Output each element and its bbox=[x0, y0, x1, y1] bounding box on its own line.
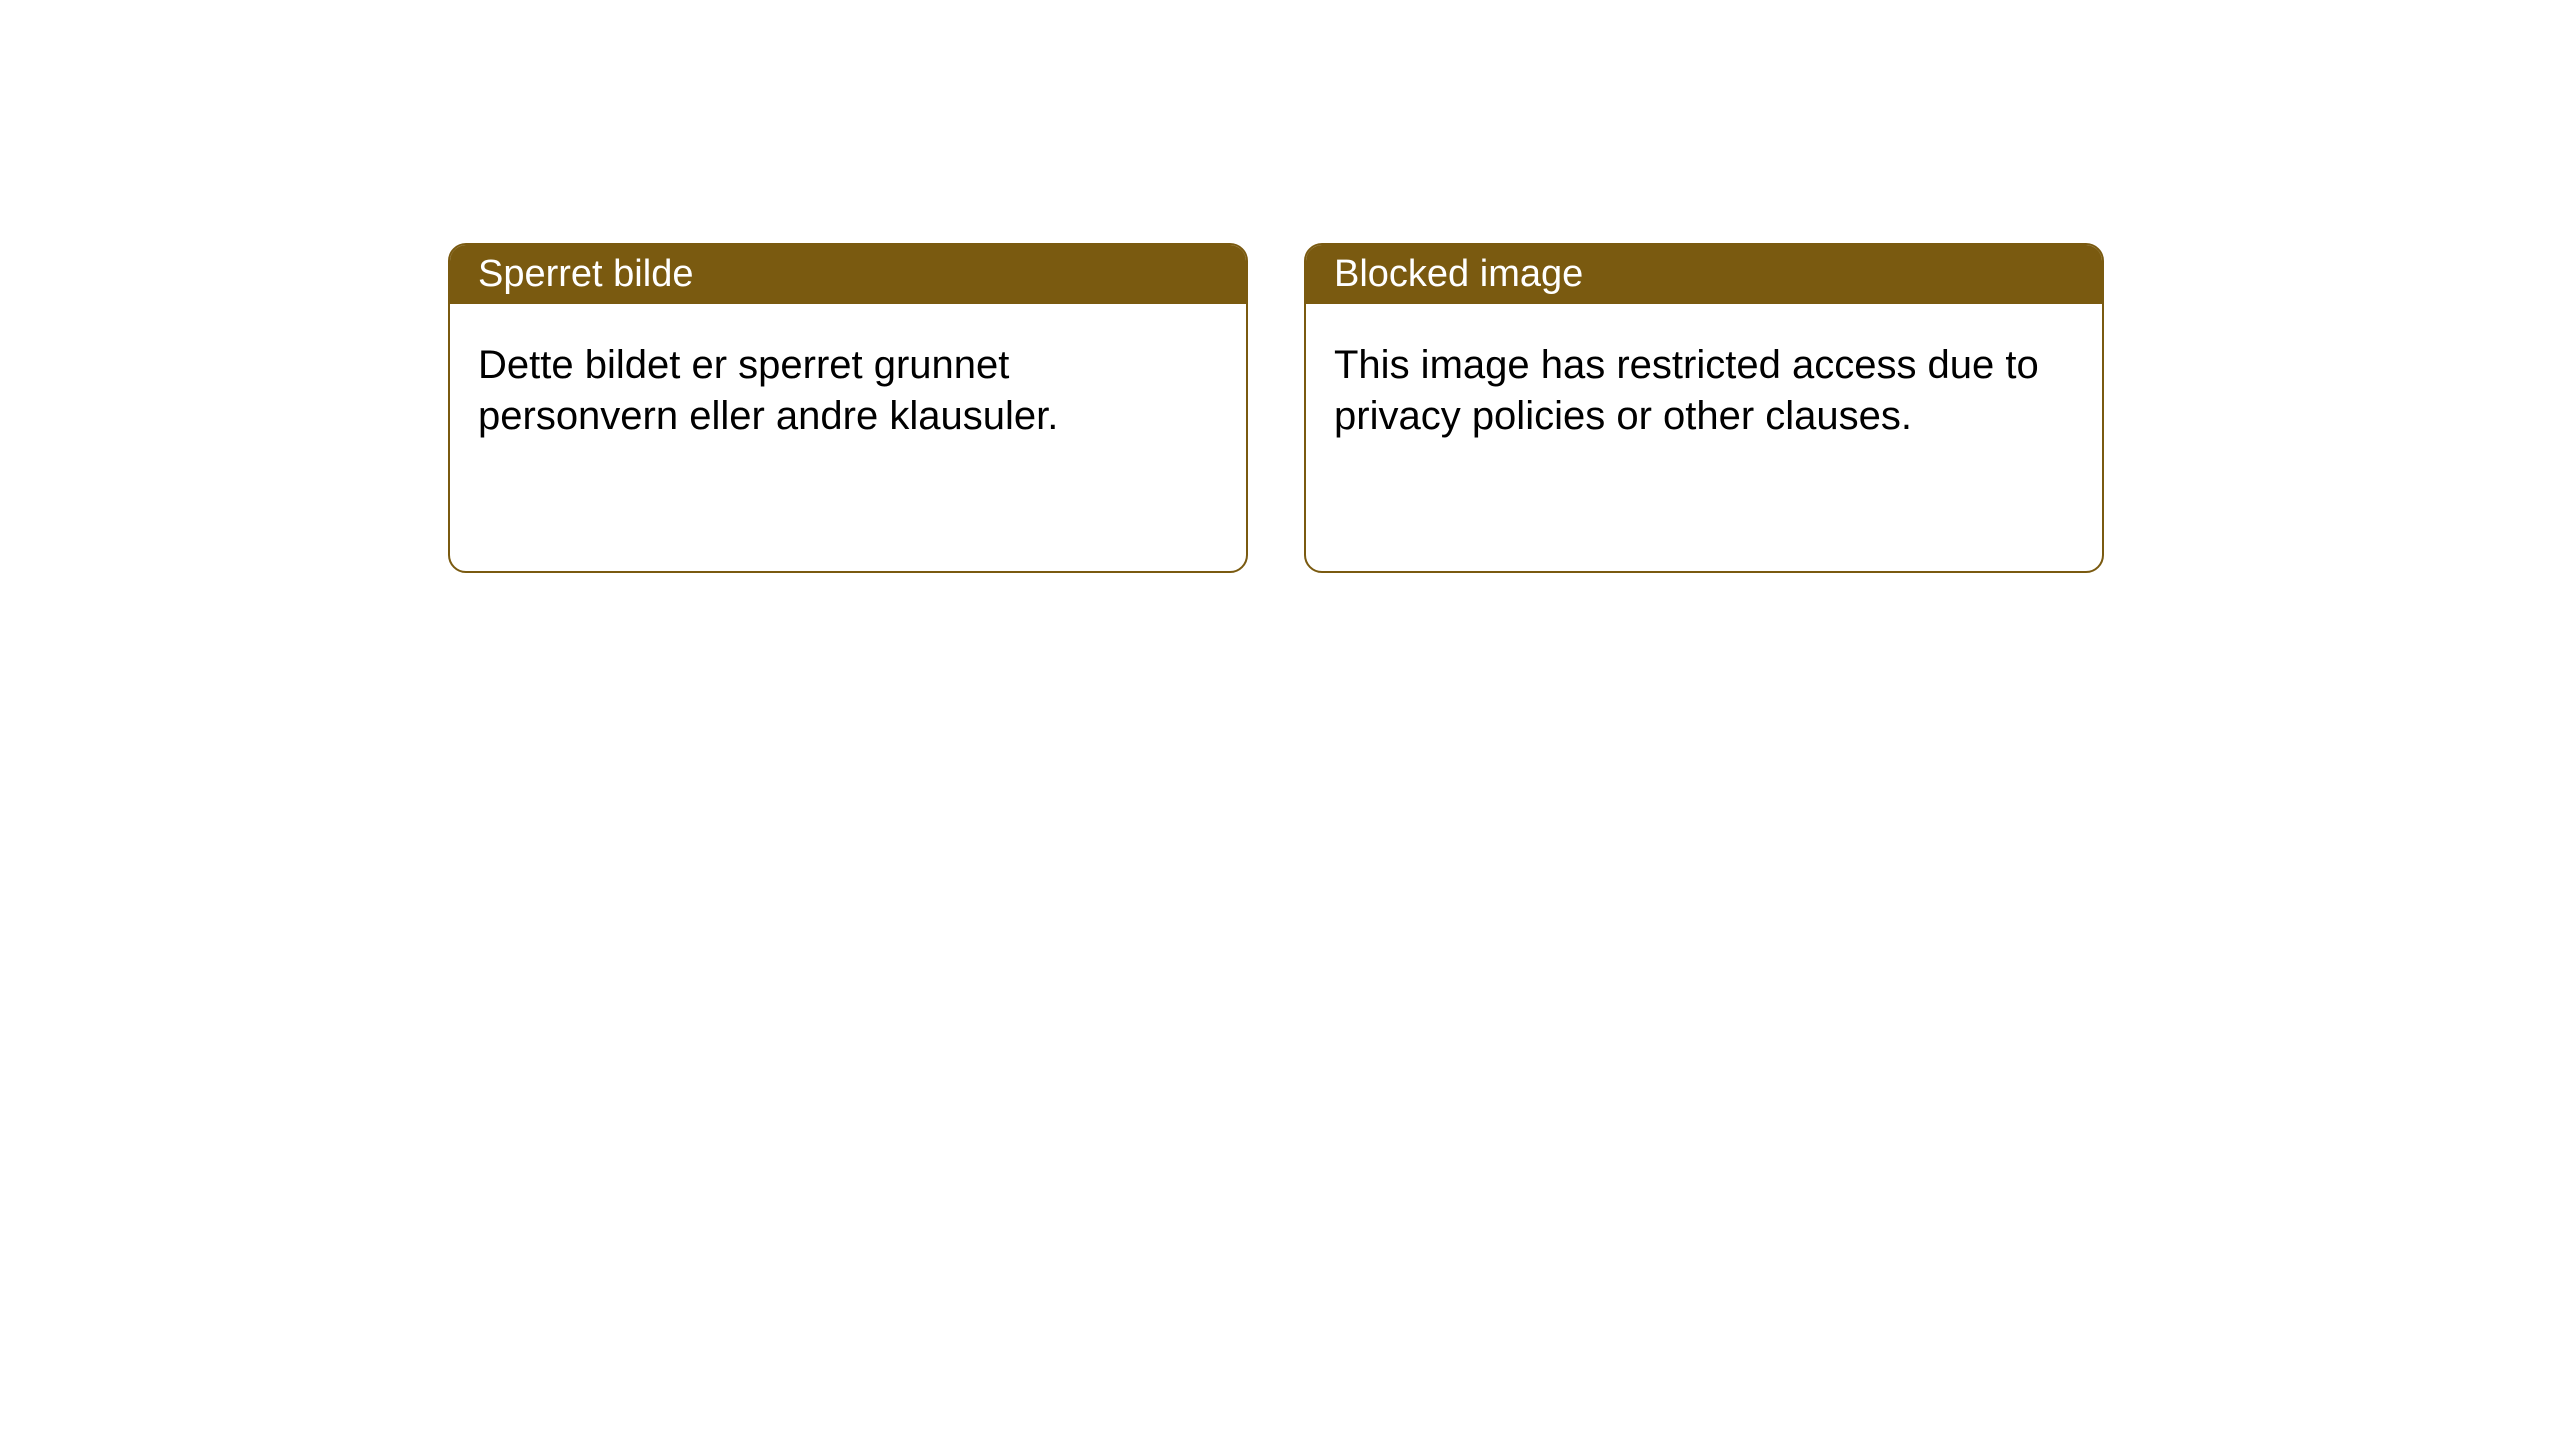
notice-card-english: Blocked image This image has restricted … bbox=[1304, 243, 2104, 573]
card-header: Sperret bilde bbox=[450, 245, 1246, 304]
notice-container: Sperret bilde Dette bildet er sperret gr… bbox=[0, 0, 2560, 573]
card-title: Sperret bilde bbox=[478, 253, 693, 295]
card-body-text: This image has restricted access due to … bbox=[1334, 343, 2039, 438]
card-title: Blocked image bbox=[1334, 253, 1583, 295]
card-body-text: Dette bildet er sperret grunnet personve… bbox=[478, 343, 1058, 438]
card-body: This image has restricted access due to … bbox=[1306, 304, 2102, 470]
card-header: Blocked image bbox=[1306, 245, 2102, 304]
card-body: Dette bildet er sperret grunnet personve… bbox=[450, 304, 1246, 470]
notice-card-norwegian: Sperret bilde Dette bildet er sperret gr… bbox=[448, 243, 1248, 573]
